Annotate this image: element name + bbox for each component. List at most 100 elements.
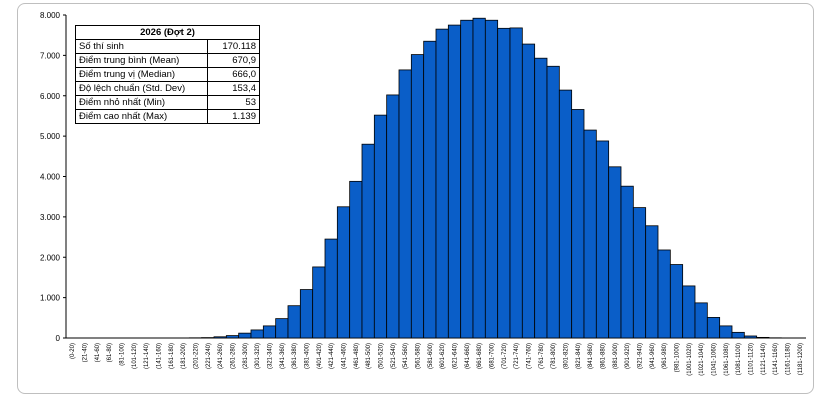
stats-row-mean: Điểm trung bình (Mean) 670,9: [75, 53, 260, 68]
x-tick-label: (1141-1160): [773, 343, 779, 375]
histogram-bar: [534, 57, 548, 339]
bar-series: [90, 17, 795, 339]
x-tick-label: (401-420): [317, 343, 323, 369]
stats-label: Điểm nhỏ nhất (Min): [75, 95, 208, 110]
x-tick-label: (1081-1100): [736, 343, 742, 375]
y-tick-label: 0: [56, 334, 61, 343]
x-tick-label: (201-220): [194, 343, 200, 369]
x-tick-label: (241-260): [218, 343, 224, 369]
histogram-bar: [694, 302, 708, 339]
x-tick-label: (61-80): [107, 343, 113, 362]
y-tick-label: 5.000: [40, 132, 61, 141]
x-tick-label: (461-480): [354, 343, 360, 369]
x-tick-label: (221-240): [206, 343, 212, 369]
histogram-bar: [731, 331, 745, 339]
x-tick-label: (21-40): [83, 343, 89, 362]
histogram-bar: [373, 114, 388, 339]
histogram-bar: [250, 329, 264, 339]
y-tick-label: 2.000: [40, 253, 61, 262]
stats-row-stddev: Độ lệch chuẩn (Std. Dev) 153,4: [75, 81, 260, 96]
histogram-bar: [608, 166, 622, 339]
stats-label: Điểm trung vị (Median): [75, 67, 208, 82]
x-tick-label: (661-680): [477, 343, 483, 369]
x-tick-label: (421-440): [329, 343, 335, 369]
histogram-bar: [719, 325, 733, 339]
x-tick-label: (821-840): [576, 343, 582, 369]
histogram-bar: [583, 129, 597, 339]
stats-row-count: Số thí sinh 170.118: [75, 39, 260, 54]
stats-value: 670,9: [207, 53, 260, 68]
x-tick-label: (981-1000): [675, 343, 681, 372]
x-tick-label: (801-820): [564, 343, 570, 369]
x-tick-label: (701-720): [502, 343, 508, 369]
histogram-bar: [521, 43, 536, 339]
stats-value: 153,4: [207, 81, 260, 96]
histogram-bar: [460, 19, 474, 339]
stats-value: 666,0: [207, 67, 260, 82]
x-tick-label: (921-940): [638, 343, 644, 369]
histogram-bar: [632, 207, 647, 339]
histogram-bar: [706, 317, 721, 339]
x-tick-label: (441-460): [342, 343, 348, 369]
x-tick-label: (641-660): [465, 343, 471, 369]
x-tick-label: (1021-1040): [699, 343, 705, 376]
x-tick-label: (961-980): [662, 343, 668, 369]
x-tick-label: (1061-1080): [724, 343, 730, 376]
x-tick-label: (0-20): [70, 343, 76, 359]
histogram-bar: [225, 335, 240, 339]
x-tick-label: (1101-1120): [749, 343, 755, 375]
x-tick-label: (681-700): [490, 343, 496, 369]
x-tick-label: (861-880): [601, 343, 607, 369]
stats-label: Điểm cao nhất (Max): [75, 109, 208, 124]
histogram-bar: [287, 305, 301, 339]
x-tick-label: (321-340): [268, 343, 274, 369]
histogram-bar: [423, 40, 437, 339]
x-tick-label: (621-640): [453, 343, 459, 369]
x-tick-label: (561-580): [416, 343, 422, 369]
x-tick-label: (1041-1060): [712, 343, 718, 376]
x-tick-label: (161-180): [169, 343, 175, 369]
histogram-bar: [447, 24, 462, 339]
histogram-bar: [743, 335, 758, 339]
x-tick-label: (1181-1200): [798, 343, 804, 375]
x-tick-label: (581-600): [428, 343, 434, 369]
histogram-bar: [571, 109, 585, 339]
histogram-bar: [262, 325, 277, 339]
x-tick-label: (301-320): [255, 343, 261, 369]
x-tick-label: (281-300): [243, 343, 249, 369]
y-tick-label: 8.000: [40, 11, 61, 20]
x-tick-label: (1161-1180): [786, 343, 792, 375]
x-tick-label: (81-100): [120, 343, 126, 366]
histogram-bar: [756, 336, 770, 339]
histogram-bar: [361, 143, 375, 339]
y-tick-label: 3.000: [40, 213, 61, 222]
x-tick-label: (1001-1020): [687, 343, 693, 376]
x-tick-label: (761-780): [539, 343, 545, 369]
histogram-bar: [398, 69, 412, 339]
stats-row-max: Điểm cao nhất (Max) 1.139: [75, 109, 260, 124]
stats-label: Điểm trung bình (Mean): [75, 53, 208, 68]
x-tick-label: (141-160): [157, 343, 163, 369]
x-tick-label: (721-740): [514, 343, 520, 369]
x-tick-label: (901-920): [625, 343, 631, 369]
histogram-bar: [435, 28, 449, 339]
x-tick-label: (101-120): [132, 343, 138, 369]
histogram-bar: [349, 180, 363, 339]
x-tick-label: (941-960): [650, 343, 656, 369]
x-tick-labels: (0-20) (21-40) (41-60) (61-80) (81-100) (101-…: [70, 343, 804, 376]
histogram-bar: [645, 225, 659, 339]
histogram-bar: [213, 336, 227, 339]
x-tick-label: (781-800): [551, 343, 557, 369]
x-tick-label: (481-500): [366, 343, 372, 369]
histogram-bar: [299, 289, 314, 339]
x-tick-label: (881-900): [613, 343, 619, 369]
histogram-bar: [238, 332, 252, 339]
histogram-bar: [657, 249, 671, 339]
x-tick-label: (541-560): [403, 343, 409, 369]
x-tick-label: (341-360): [280, 343, 286, 369]
x-tick-label: (501-520): [379, 343, 385, 369]
x-tick-label: (261-280): [231, 343, 237, 369]
x-tick-label: (381-400): [305, 343, 311, 369]
histogram-bar: [620, 185, 634, 339]
x-tick-label: (841-860): [588, 343, 594, 369]
